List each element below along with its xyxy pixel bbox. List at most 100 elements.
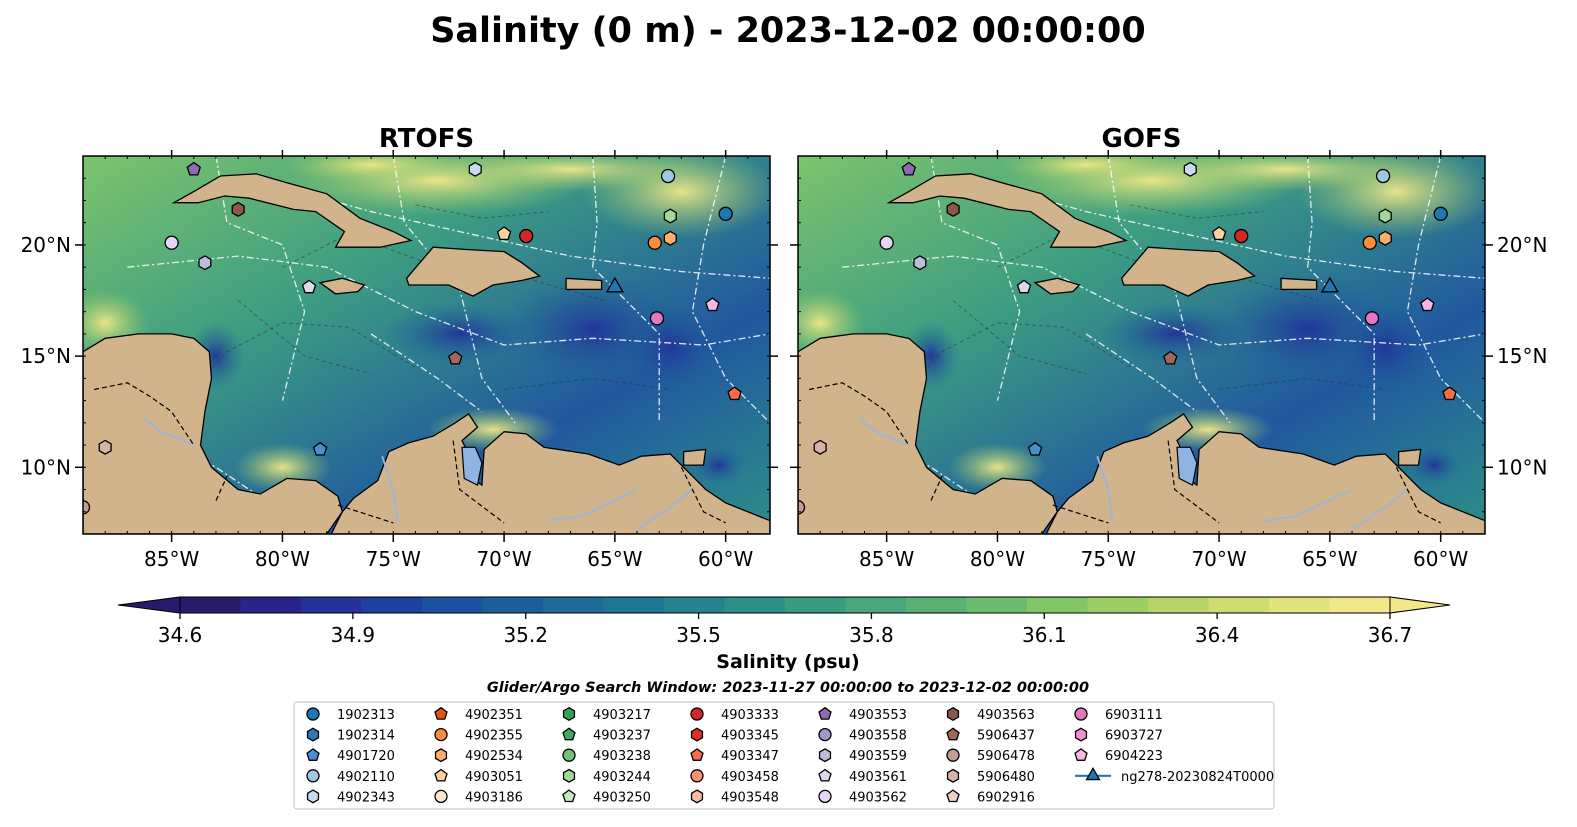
colorbar-extend-min [117, 596, 181, 614]
legend-item: 1902313 [306, 707, 395, 723]
bathymetry-contour [504, 377, 671, 390]
country-border [452, 440, 505, 524]
legend-item: 4903558 [818, 727, 907, 744]
marker-4903333 [519, 228, 534, 244]
marker-5906478 [83, 500, 91, 515]
land-cuba [886, 173, 1128, 248]
legend-label: 4902355 [465, 729, 523, 744]
salinity-high-region [282, 156, 460, 183]
eez-boundary [592, 156, 660, 423]
y-tick-label: 10°N [21, 455, 71, 479]
y-tick-label: 20°N [21, 233, 71, 257]
marker-4903559 [913, 255, 927, 271]
colorbar-segment [543, 597, 604, 613]
legend-marker-4902343 [306, 789, 320, 804]
marker-1902313 [718, 206, 733, 221]
colorbar-tick-label: 36.4 [1195, 623, 1240, 647]
legend-marker-4902355 [434, 727, 448, 742]
x-tick-label: 70°W [1191, 547, 1246, 571]
land-puertoRico [565, 277, 603, 291]
lake-maracaibo [461, 446, 483, 486]
legend-marker-1902313 [306, 707, 320, 721]
map-frame [82, 155, 771, 535]
y-tick-label: 15°N [1497, 344, 1547, 368]
legend-label: 4903345 [721, 729, 779, 744]
marker-4903562 [879, 235, 894, 250]
legend-marker-6903727 [1074, 727, 1088, 742]
marker-6904223 [705, 297, 720, 312]
marker-ng278-20230824T0000 [605, 276, 624, 293]
salinity-low-region [614, 296, 726, 399]
eez-boundary [1307, 156, 1375, 423]
marker-4903553 [901, 161, 917, 176]
legend-marker-6904223 [1074, 748, 1088, 761]
figure-title: Salinity (0 m) - 2023-12-02 00:00:00 [430, 11, 1146, 51]
legend-label: 4903561 [849, 770, 907, 785]
river [548, 488, 638, 522]
marker-4902343 [1183, 161, 1197, 177]
legend-item: 5906478 [946, 748, 1035, 764]
marker-6904223 [1420, 297, 1435, 312]
legend-item: 4903561 [818, 768, 907, 785]
legend-marker-4903250 [562, 789, 576, 803]
legend-label: 4902351 [465, 708, 523, 723]
legend-item: 4902355 [434, 727, 523, 744]
legend-label: 4903051 [465, 770, 523, 785]
colorbar-tick-label: 34.6 [158, 623, 203, 647]
legend-label: 5906478 [977, 749, 1035, 764]
colorbar-segment [301, 597, 362, 613]
legend-item: 4901720 [306, 748, 395, 764]
land-southAmerica [1045, 412, 1485, 534]
country-border [930, 475, 943, 501]
legend-item: 4903345 [690, 727, 779, 744]
legend-item: 4903559 [818, 748, 907, 764]
land-jamaica [1033, 277, 1081, 295]
legend-label: 5906437 [977, 729, 1035, 744]
map-frame [797, 155, 1486, 535]
legend-marker-4903345 [690, 727, 704, 742]
river [1351, 488, 1408, 531]
legend-label: 4903333 [721, 708, 779, 723]
legend-marker-5906437 [946, 727, 960, 741]
marker-4903563 [231, 201, 245, 217]
colorbar-segment [361, 597, 423, 613]
y-tick-label: 20°N [1497, 233, 1547, 257]
marker-4902110 [1375, 168, 1391, 184]
legend-item: 4903244 [562, 768, 651, 785]
x-tick-label: 80°W [970, 547, 1025, 571]
legend-label: 1902314 [337, 729, 395, 744]
land-jamaica [318, 277, 366, 295]
legend-label: 4903250 [593, 790, 651, 805]
search-window-text: Glider/Argo Search Window: 2023-11-27 00… [487, 680, 1089, 696]
marker-1902313 [1433, 206, 1448, 221]
country-border [808, 382, 910, 446]
legend-label: 1902313 [337, 708, 395, 723]
marker-4903333 [1234, 228, 1249, 244]
colorbar-tick-label: 36.7 [1368, 623, 1413, 647]
x-tick-label: 65°W [587, 547, 642, 571]
legend-item: 4903217 [562, 706, 651, 723]
eez-boundary [193, 186, 770, 279]
colorbar-segment [603, 597, 665, 613]
x-tick-label: 75°W [1081, 547, 1136, 571]
colorbar-segment [422, 597, 483, 613]
colorbar-segment [906, 597, 967, 613]
x-tick-label: 85°W [859, 547, 914, 571]
salinity-low-region [1097, 302, 1253, 366]
marker-4902534 [1378, 230, 1392, 246]
legend-marker-1902314 [306, 727, 320, 742]
eez-boundary [1085, 333, 1198, 413]
legend-item: 4903548 [690, 789, 779, 805]
colorbar-tick-label: 35.8 [849, 623, 894, 647]
country-border [680, 467, 726, 524]
legend-marker-4903237 [562, 727, 576, 741]
legend-label: 4902110 [337, 770, 395, 785]
land-trinidad [1397, 448, 1422, 466]
river [1096, 455, 1114, 524]
lake-maracaibo [1176, 446, 1198, 486]
legend-item: 4903250 [562, 789, 651, 805]
marker-4903051 [496, 226, 512, 240]
x-tick-label: 65°W [1302, 547, 1357, 571]
legend-item: 4903347 [690, 748, 779, 764]
salinity-low-region [1329, 296, 1441, 399]
